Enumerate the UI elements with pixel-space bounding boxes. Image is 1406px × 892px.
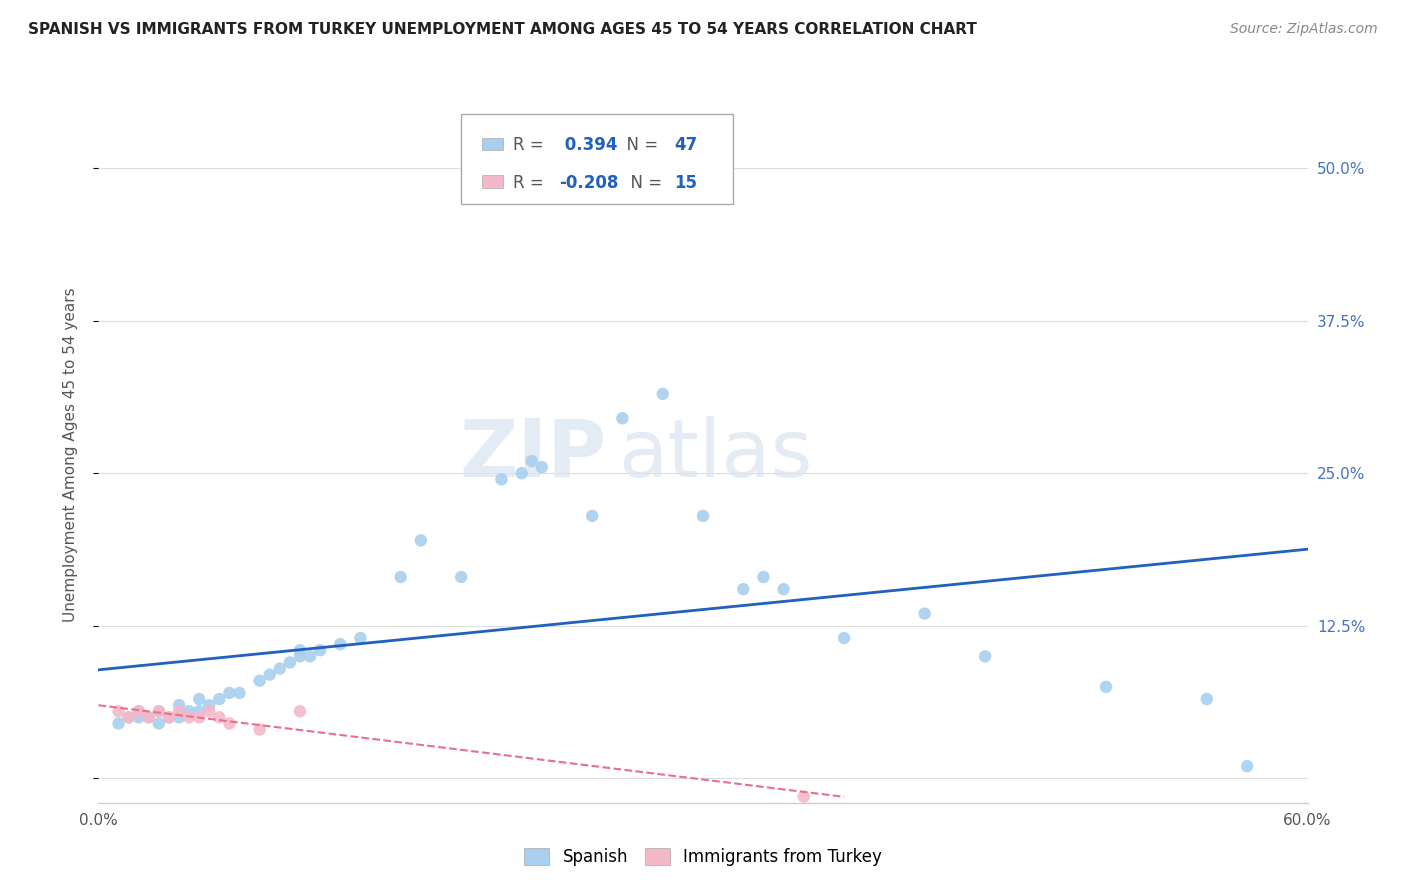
Point xyxy=(157,710,180,724)
Point xyxy=(772,582,794,597)
Point xyxy=(118,710,141,724)
Point xyxy=(1236,759,1258,773)
FancyBboxPatch shape xyxy=(482,175,503,187)
Point xyxy=(167,704,190,718)
Point xyxy=(1195,692,1218,706)
Point xyxy=(179,704,201,718)
Text: 15: 15 xyxy=(673,174,697,192)
Text: -0.208: -0.208 xyxy=(560,174,619,192)
Point xyxy=(288,649,311,664)
Point xyxy=(832,631,855,645)
Point xyxy=(530,460,553,475)
Point xyxy=(128,704,150,718)
Point xyxy=(249,673,271,688)
Point xyxy=(167,698,190,713)
Text: 47: 47 xyxy=(673,136,697,154)
Point xyxy=(974,649,997,664)
Point xyxy=(520,454,543,468)
Text: R =: R = xyxy=(513,136,550,154)
FancyBboxPatch shape xyxy=(482,137,503,150)
Point xyxy=(491,472,513,486)
Point xyxy=(409,533,432,548)
Point xyxy=(179,710,201,724)
Point xyxy=(208,710,231,724)
Point xyxy=(733,582,755,597)
Point xyxy=(259,667,281,681)
Point xyxy=(651,387,673,401)
Point xyxy=(228,686,250,700)
Point xyxy=(128,710,150,724)
Point xyxy=(612,411,634,425)
Point xyxy=(167,710,190,724)
Point xyxy=(450,570,472,584)
Point xyxy=(188,692,211,706)
Point xyxy=(288,704,311,718)
Point xyxy=(107,716,129,731)
FancyBboxPatch shape xyxy=(461,114,734,204)
Legend: Spanish, Immigrants from Turkey: Spanish, Immigrants from Turkey xyxy=(516,839,890,874)
Point xyxy=(329,637,352,651)
Point xyxy=(752,570,775,584)
Point xyxy=(793,789,815,804)
Text: N =: N = xyxy=(616,136,664,154)
Point xyxy=(389,570,412,584)
Point xyxy=(299,649,322,664)
Point xyxy=(208,692,231,706)
Point xyxy=(157,710,180,724)
Text: 0.394: 0.394 xyxy=(560,136,617,154)
Point xyxy=(148,704,170,718)
Point xyxy=(128,704,150,718)
Point xyxy=(107,704,129,718)
Point xyxy=(198,704,221,718)
Point xyxy=(309,643,332,657)
Point xyxy=(138,710,160,724)
Point xyxy=(581,508,603,523)
Point xyxy=(269,661,291,675)
Point xyxy=(198,698,221,713)
Point xyxy=(914,607,936,621)
Point xyxy=(278,656,301,670)
Text: atlas: atlas xyxy=(619,416,813,494)
Text: ZIP: ZIP xyxy=(458,416,606,494)
Point xyxy=(188,704,211,718)
Point xyxy=(188,710,211,724)
Text: SPANISH VS IMMIGRANTS FROM TURKEY UNEMPLOYMENT AMONG AGES 45 TO 54 YEARS CORRELA: SPANISH VS IMMIGRANTS FROM TURKEY UNEMPL… xyxy=(28,22,977,37)
Point xyxy=(118,710,141,724)
Point xyxy=(1095,680,1118,694)
Point xyxy=(218,686,240,700)
Text: N =: N = xyxy=(620,174,666,192)
Point xyxy=(218,716,240,731)
Point xyxy=(692,508,714,523)
Point xyxy=(249,723,271,737)
Point xyxy=(349,631,371,645)
Point xyxy=(148,704,170,718)
Text: R =: R = xyxy=(513,174,550,192)
Point xyxy=(138,710,160,724)
Point xyxy=(148,716,170,731)
Y-axis label: Unemployment Among Ages 45 to 54 years: Unemployment Among Ages 45 to 54 years xyxy=(63,287,77,623)
Text: Source: ZipAtlas.com: Source: ZipAtlas.com xyxy=(1230,22,1378,37)
Point xyxy=(288,643,311,657)
Point xyxy=(510,467,533,481)
